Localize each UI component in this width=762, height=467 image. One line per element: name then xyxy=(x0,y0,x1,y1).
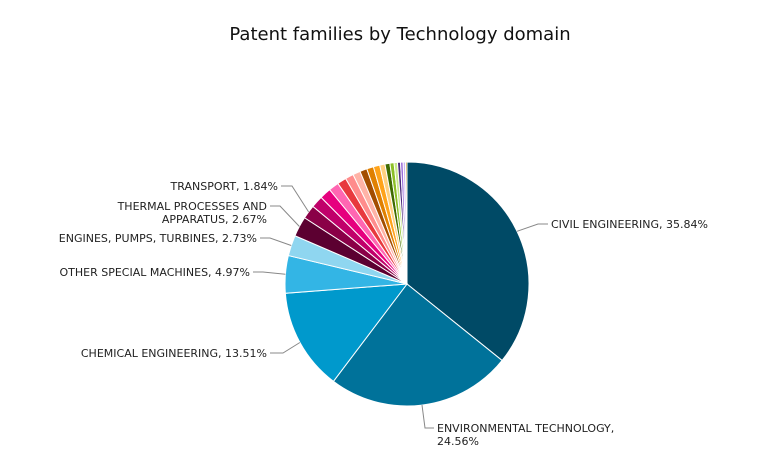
data-label: TRANSPORT, 1.84% xyxy=(170,180,278,193)
pie-slice[interactable] xyxy=(404,161,408,285)
leader-line xyxy=(260,237,292,246)
leader-line xyxy=(516,223,548,232)
leader-line xyxy=(253,271,286,275)
data-label: THERMAL PROCESSES AND APPARATUS, 2.67% xyxy=(117,200,267,226)
pie-slice[interactable] xyxy=(284,283,409,383)
leader-line xyxy=(270,342,301,354)
data-labels: CIVIL ENGINEERING, 35.84% ENVIRONMENTAL T… xyxy=(59,180,708,448)
data-label: ENVIRONMENTAL TECHNOLOGY, 24.56% xyxy=(437,422,614,448)
pie-slice[interactable] xyxy=(332,283,503,407)
pie-slices xyxy=(284,161,530,407)
chart-title: Patent families by Technology domain xyxy=(229,24,571,45)
leader-lines xyxy=(253,185,548,429)
leader-line xyxy=(281,185,310,213)
data-label: CIVIL ENGINEERING, 35.84% xyxy=(551,218,708,231)
data-label: CHEMICAL ENGINEERING, 13.51% xyxy=(81,347,267,360)
data-label: ENGINES, PUMPS, TURBINES, 2.73% xyxy=(59,232,257,245)
leader-line xyxy=(270,205,300,227)
leader-line xyxy=(421,405,434,429)
data-label: OTHER SPECIAL MACHINES, 4.97% xyxy=(60,266,251,279)
